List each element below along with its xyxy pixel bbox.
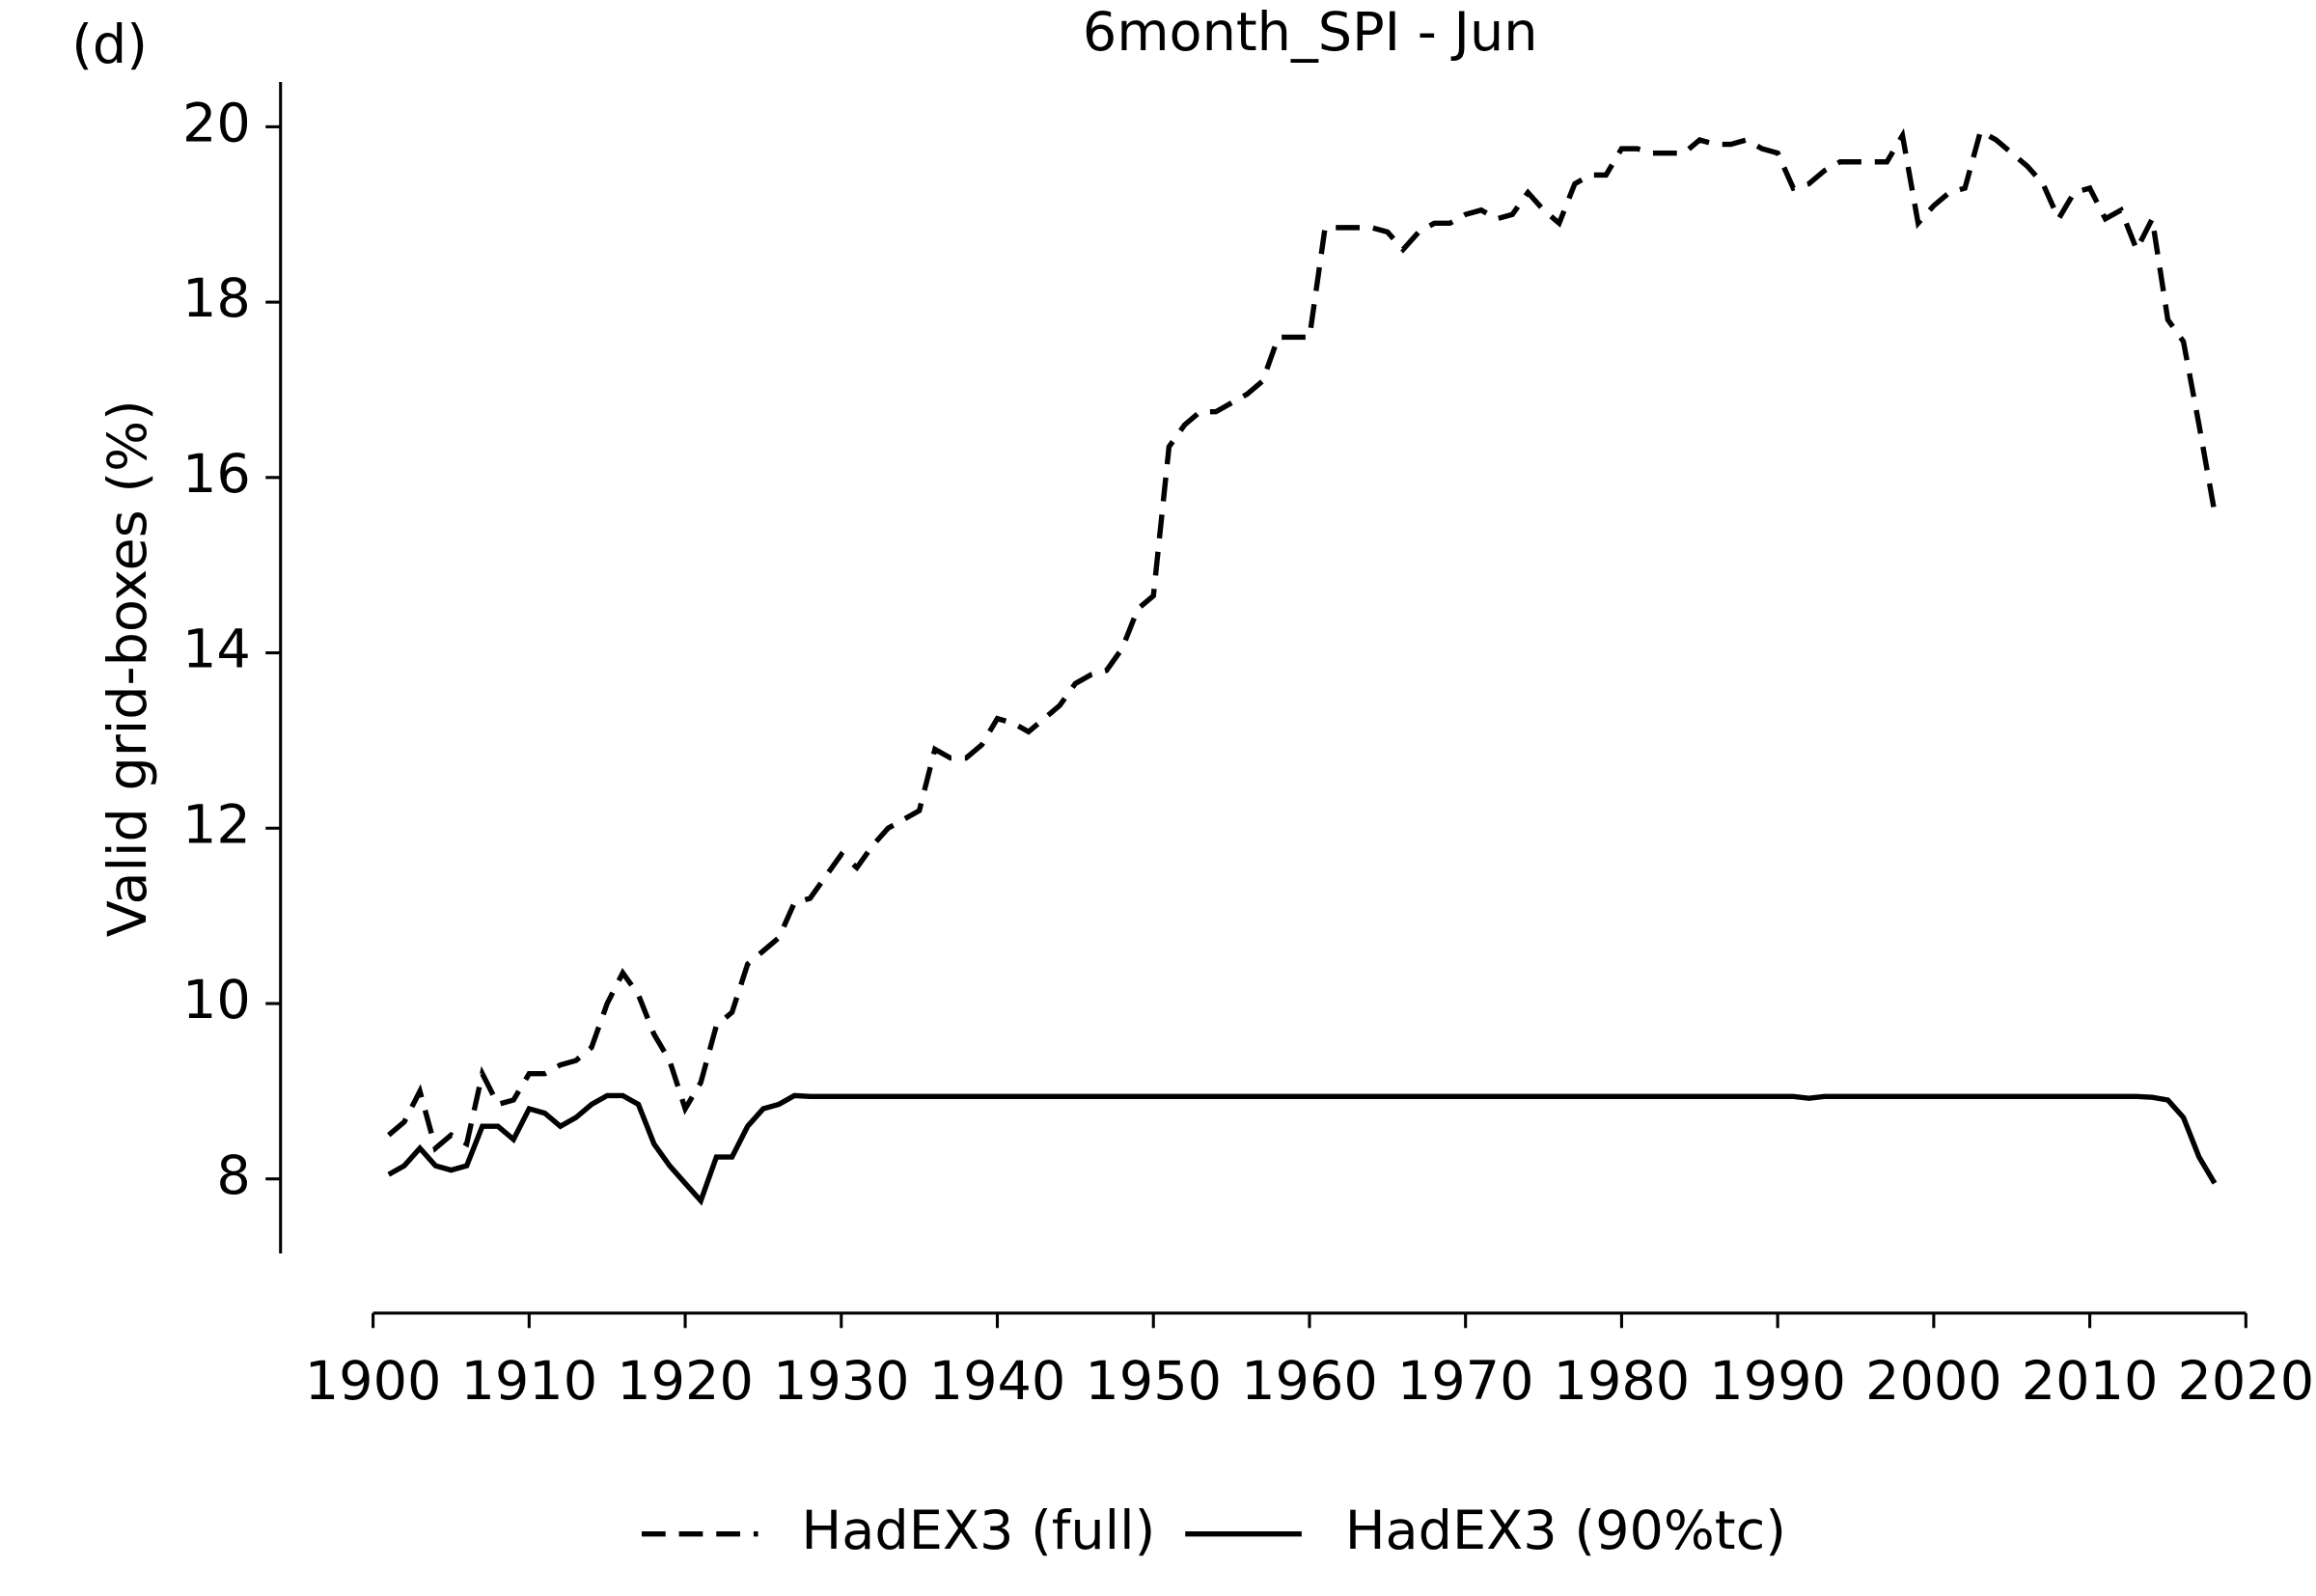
data-line xyxy=(387,126,2218,1153)
y-tick-label: 14 xyxy=(182,619,251,681)
y-tick-label: 20 xyxy=(182,93,251,155)
x-tick-label: 1900 xyxy=(305,1350,442,1413)
legend-label: HadEX3 (90%tc) xyxy=(1345,1500,1786,1562)
chart-title: 6month_SPI - Jun xyxy=(1083,1,1538,64)
x-tick-label: 2000 xyxy=(1865,1350,2002,1413)
x-tick-label: 1950 xyxy=(1085,1350,1222,1413)
x-tick-label: 1980 xyxy=(1554,1350,1691,1413)
y-axis-label: Valid grid-boxes (%) xyxy=(96,399,159,937)
x-tick-label: 1970 xyxy=(1397,1350,1534,1413)
x-tick-label: 2010 xyxy=(2022,1350,2159,1413)
y-tick-label: 12 xyxy=(182,793,251,856)
x-tick-label: 1910 xyxy=(460,1350,597,1413)
x-tick-label: 1930 xyxy=(773,1350,910,1413)
data-line xyxy=(387,1092,2218,1206)
x-tick-label: 2020 xyxy=(2177,1350,2314,1413)
legend-label: HadEX3 (full) xyxy=(801,1500,1155,1562)
y-tick-label: 10 xyxy=(182,969,251,1032)
x-tick-label: 1990 xyxy=(1709,1350,1846,1413)
x-tick-label: 1940 xyxy=(929,1350,1066,1413)
y-tick-label: 16 xyxy=(182,443,251,506)
x-tick-label: 1960 xyxy=(1241,1350,1378,1413)
y-tick-label: 18 xyxy=(182,267,251,330)
panel-label: (d) xyxy=(71,14,148,76)
x-tick-label: 1920 xyxy=(617,1350,754,1413)
y-tick-label: 8 xyxy=(216,1144,250,1207)
